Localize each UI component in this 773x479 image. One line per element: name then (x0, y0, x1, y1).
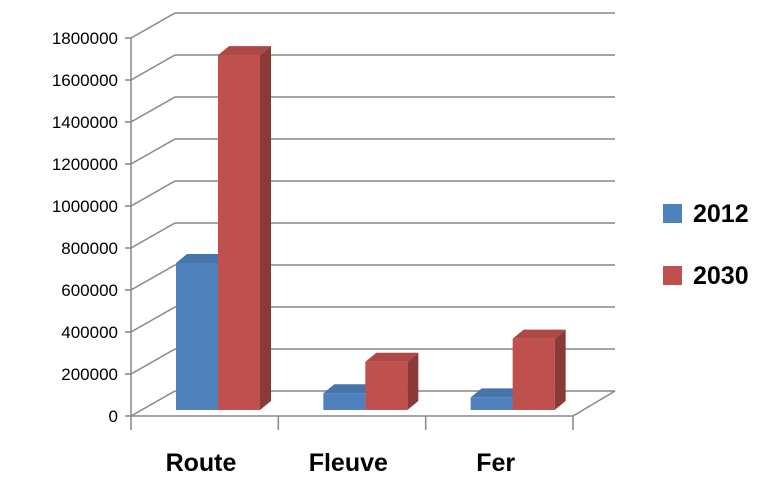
x-tick-label-route: Route (166, 449, 237, 477)
bar-front (470, 397, 513, 410)
bar-side (407, 352, 419, 410)
x-tick-label-fleuve: Fleuve (309, 449, 388, 477)
bar-side (554, 329, 566, 410)
bar-top (218, 46, 271, 56)
y-tick-label-0: 0 (109, 407, 118, 426)
bar-front (512, 338, 555, 410)
y-tick-label-3: 600000 (61, 281, 118, 300)
y-tick-label-9: 1800000 (52, 29, 118, 48)
gridline-wall-8 (130, 54, 176, 81)
bar-top (470, 388, 524, 398)
bar-fleuve-2030 (365, 352, 419, 410)
gridline-wall-1 (130, 348, 176, 375)
bar-front (365, 361, 408, 410)
bar-front (176, 263, 218, 410)
bar-front (218, 55, 260, 410)
y-tick-label-6: 1200000 (52, 155, 118, 174)
x-axis-ticks: Route Fleuve Fer (166, 449, 516, 477)
legend: 2012 2030 (663, 200, 749, 290)
gridline-wall-2 (130, 306, 176, 333)
legend-swatch-2030 (663, 266, 682, 285)
bar-top (365, 352, 419, 362)
gridline-wall-7 (130, 96, 176, 123)
gridline-wall-4 (130, 222, 176, 249)
floor-right-edge (572, 390, 616, 417)
y-tick-label-2: 400000 (61, 323, 118, 342)
gridline-wall-9 (130, 12, 176, 39)
bar-top (323, 384, 377, 394)
y-tick-label-7: 1400000 (52, 113, 118, 132)
y-tick-label-1: 200000 (61, 365, 118, 384)
bar-route-2030 (218, 46, 271, 410)
legend-label-2012: 2012 (693, 200, 749, 228)
gridline-wall-6 (130, 138, 176, 165)
bar-top (176, 254, 229, 263)
bar-top (512, 329, 566, 339)
x-tick-label-fer: Fer (476, 449, 515, 477)
y-axis-ticks: 0 200000 400000 600000 800000 1000000 1200000 1… (52, 29, 131, 426)
bars (176, 46, 566, 410)
bar-fer-2030 (512, 329, 566, 410)
y-tick-label-4: 800000 (61, 239, 118, 258)
gridline-wall-3 (130, 264, 176, 291)
legend-label-2030: 2030 (693, 262, 749, 290)
legend-swatch-2012 (663, 204, 682, 223)
gridline-wall-0 (130, 390, 176, 417)
y-tick-label-5: 1000000 (52, 197, 118, 216)
gridline-wall-5 (130, 180, 176, 207)
bar-side (260, 46, 271, 410)
bar-front (323, 393, 366, 410)
y-tick-label-8: 1600000 (52, 71, 118, 90)
